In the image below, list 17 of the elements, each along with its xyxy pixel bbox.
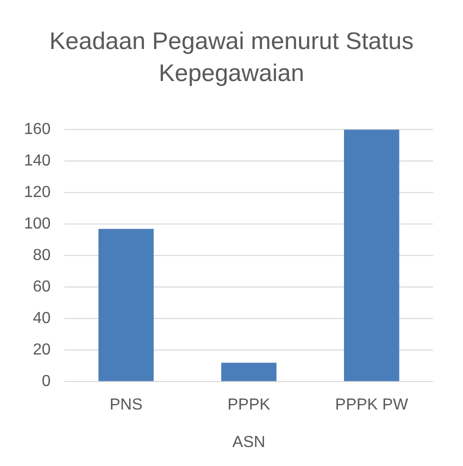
x-tick-label: PNS	[110, 396, 143, 414]
y-tick-label: 120	[24, 184, 51, 202]
x-tick-label: PPPK PW	[335, 396, 409, 414]
y-tick-label: 40	[32, 310, 51, 328]
y-tick-label: 60	[32, 278, 51, 296]
y-tick-label: 140	[24, 152, 51, 170]
x-tick-label: PPPK	[228, 396, 271, 414]
y-tick-label: 80	[32, 247, 51, 264]
chart-title: Keadaan Pegawai menurut Status Kepegawaian	[48, 27, 415, 89]
x-axis-title: ASN	[232, 434, 266, 451]
y-tick-label: 100	[24, 216, 51, 233]
bar	[344, 130, 400, 382]
y-tick-label: 20	[32, 342, 51, 359]
y-tick-label: 0	[42, 373, 51, 390]
y-tick-label: 160	[24, 121, 51, 138]
bar	[221, 362, 276, 382]
bar	[98, 228, 154, 382]
